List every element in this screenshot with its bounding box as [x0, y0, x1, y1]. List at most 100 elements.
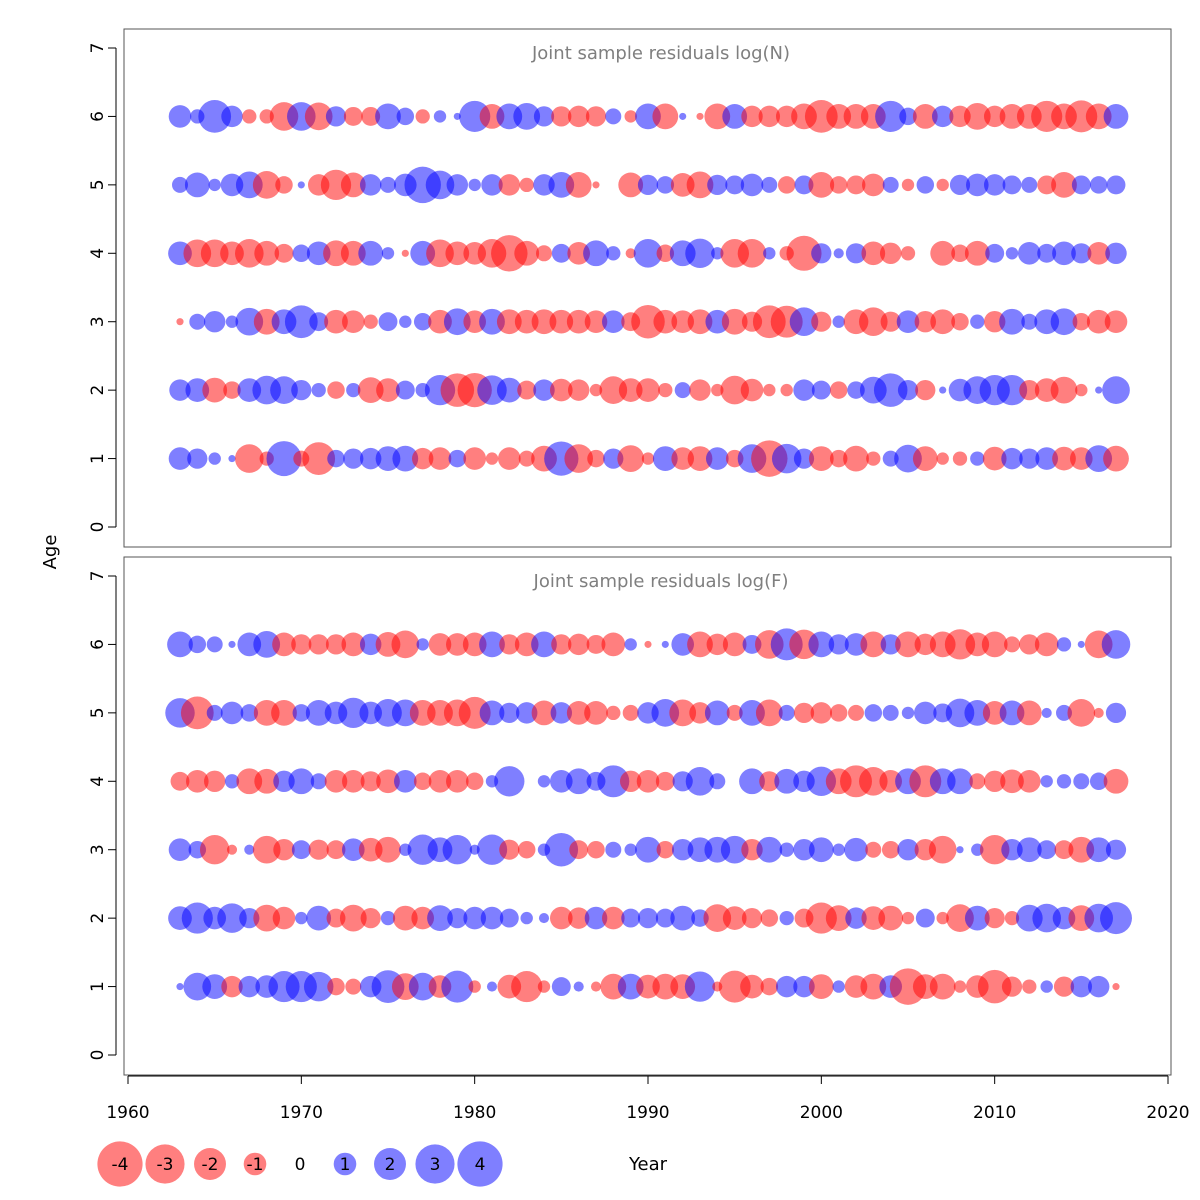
residual-bubble: [453, 112, 461, 120]
legend-label: -1: [247, 1155, 264, 1175]
residual-bubble: [637, 174, 659, 196]
residual-bubble: [740, 173, 764, 197]
residual-bubble: [775, 105, 798, 128]
residual-bubble: [671, 838, 694, 861]
residual-bubble: [221, 975, 243, 998]
residual-bubble: [949, 174, 971, 196]
residual-bubble: [480, 906, 504, 930]
residual-bubble: [763, 383, 776, 397]
residual-bubble: [463, 310, 487, 334]
residual-bubble: [375, 103, 401, 130]
y-tick-label: 0: [88, 522, 108, 533]
residual-bubble: [861, 906, 886, 930]
residual-bubble: [1086, 309, 1111, 334]
residual-bubble: [1103, 445, 1129, 472]
residual-bubble: [641, 452, 655, 465]
residual-bubble: [761, 176, 778, 193]
residual-bubble: [343, 106, 363, 126]
residual-bubble: [531, 631, 557, 658]
residual-bubble: [999, 308, 1025, 335]
residual-bubble: [531, 700, 557, 726]
residual-bubble: [684, 971, 716, 1002]
residual-bubble: [463, 906, 487, 930]
residual-bubble: [565, 768, 592, 795]
residual-bubble: [758, 105, 781, 128]
residual-bubble: [292, 704, 311, 722]
residual-bubble: [381, 247, 395, 260]
residual-bubble: [873, 373, 908, 407]
residual-bubble: [338, 697, 369, 729]
residual-bubble: [624, 843, 637, 856]
residual-bubble: [846, 175, 866, 195]
residual-bubble: [689, 702, 711, 724]
residual-bubble: [704, 103, 731, 130]
residual-bubble: [325, 106, 347, 127]
bubble-layer-bottom: [165, 628, 1132, 1005]
residual-bubble: [1105, 242, 1127, 265]
residual-bubble: [1056, 704, 1072, 721]
residual-bubble: [780, 383, 793, 397]
residual-bubble: [551, 977, 571, 997]
y-tick-label: 3: [88, 316, 108, 327]
residual-bubble: [185, 378, 210, 402]
y-tick-label: 0: [88, 1050, 108, 1061]
residual-bubble: [188, 635, 207, 654]
residual-bubble: [618, 378, 643, 402]
legend-bubble: [457, 1141, 503, 1187]
residual-bubble: [606, 705, 621, 721]
residual-bubble: [1073, 773, 1090, 790]
residual-bubble: [413, 312, 432, 331]
residual-bubble: [392, 905, 418, 931]
residual-bubble: [441, 970, 474, 1003]
residual-bubble: [342, 310, 365, 334]
residual-bubble: [1089, 772, 1108, 791]
residual-bubble: [1037, 840, 1057, 860]
residual-bubble: [342, 770, 365, 793]
residual-bubble: [999, 104, 1025, 129]
y-tick-label: 5: [88, 707, 108, 718]
residual-bubble: [236, 768, 263, 795]
residual-bubble: [1001, 838, 1023, 861]
residual-bubble: [720, 835, 749, 864]
residual-bubble: [1093, 707, 1104, 718]
residual-bubble: [206, 704, 223, 721]
residual-bubble: [658, 382, 673, 398]
residual-bubble: [345, 978, 362, 995]
residual-bubble: [880, 311, 901, 332]
legend-bubble: [333, 1152, 357, 1176]
residual-bubble: [428, 770, 452, 793]
residual-bubble: [569, 840, 589, 860]
residual-bubble: [686, 171, 714, 199]
y-axis-top: 0 1 2 3 4 5 6 7: [88, 43, 117, 533]
residual-bubble: [721, 308, 748, 335]
residual-bubble: [302, 442, 336, 475]
residual-bubble: [235, 444, 264, 473]
residual-bubble: [550, 770, 573, 793]
residual-bubble: [862, 173, 885, 197]
legend-label: 0: [295, 1155, 306, 1175]
residual-bubble: [221, 105, 243, 128]
residual-bubble: [253, 308, 280, 335]
residual-bubble: [513, 103, 541, 130]
residual-bubble: [964, 240, 990, 266]
residual-bubble: [707, 174, 728, 196]
residual-bubble: [1071, 243, 1092, 264]
residual-bubble: [327, 381, 345, 399]
residual-bubble: [339, 904, 367, 932]
residual-bubble: [1018, 242, 1041, 265]
residual-bubble: [722, 104, 748, 129]
residual-bubble: [793, 838, 815, 861]
y-tick-label: 2: [88, 385, 108, 396]
residual-bubble: [914, 310, 937, 333]
residual-bubble: [901, 706, 915, 720]
residual-bubble: [811, 311, 832, 332]
residual-bubble: [833, 248, 844, 259]
residual-bubble: [828, 634, 849, 655]
residual-bubble: [999, 700, 1025, 726]
residual-bubble: [739, 768, 765, 795]
residual-bubble: [1077, 640, 1085, 648]
residual-bubble: [982, 446, 1007, 471]
residual-bubble: [671, 310, 694, 334]
residual-bubble: [443, 308, 471, 336]
residual-bubble: [696, 112, 704, 120]
